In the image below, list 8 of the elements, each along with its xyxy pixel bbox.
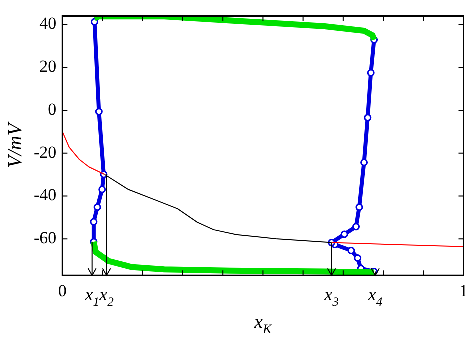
y-tick-label: 0: [48, 100, 57, 119]
y-tick-label: 40: [40, 14, 57, 34]
y-tick-label: 20: [40, 57, 57, 76]
y-tick-label: -60: [34, 228, 57, 248]
x-tick-label: 1: [460, 281, 468, 300]
y-axis-title: V/mV: [4, 120, 26, 168]
y-tick-label: -20: [34, 142, 57, 162]
y-tick-label: -40: [34, 186, 57, 205]
